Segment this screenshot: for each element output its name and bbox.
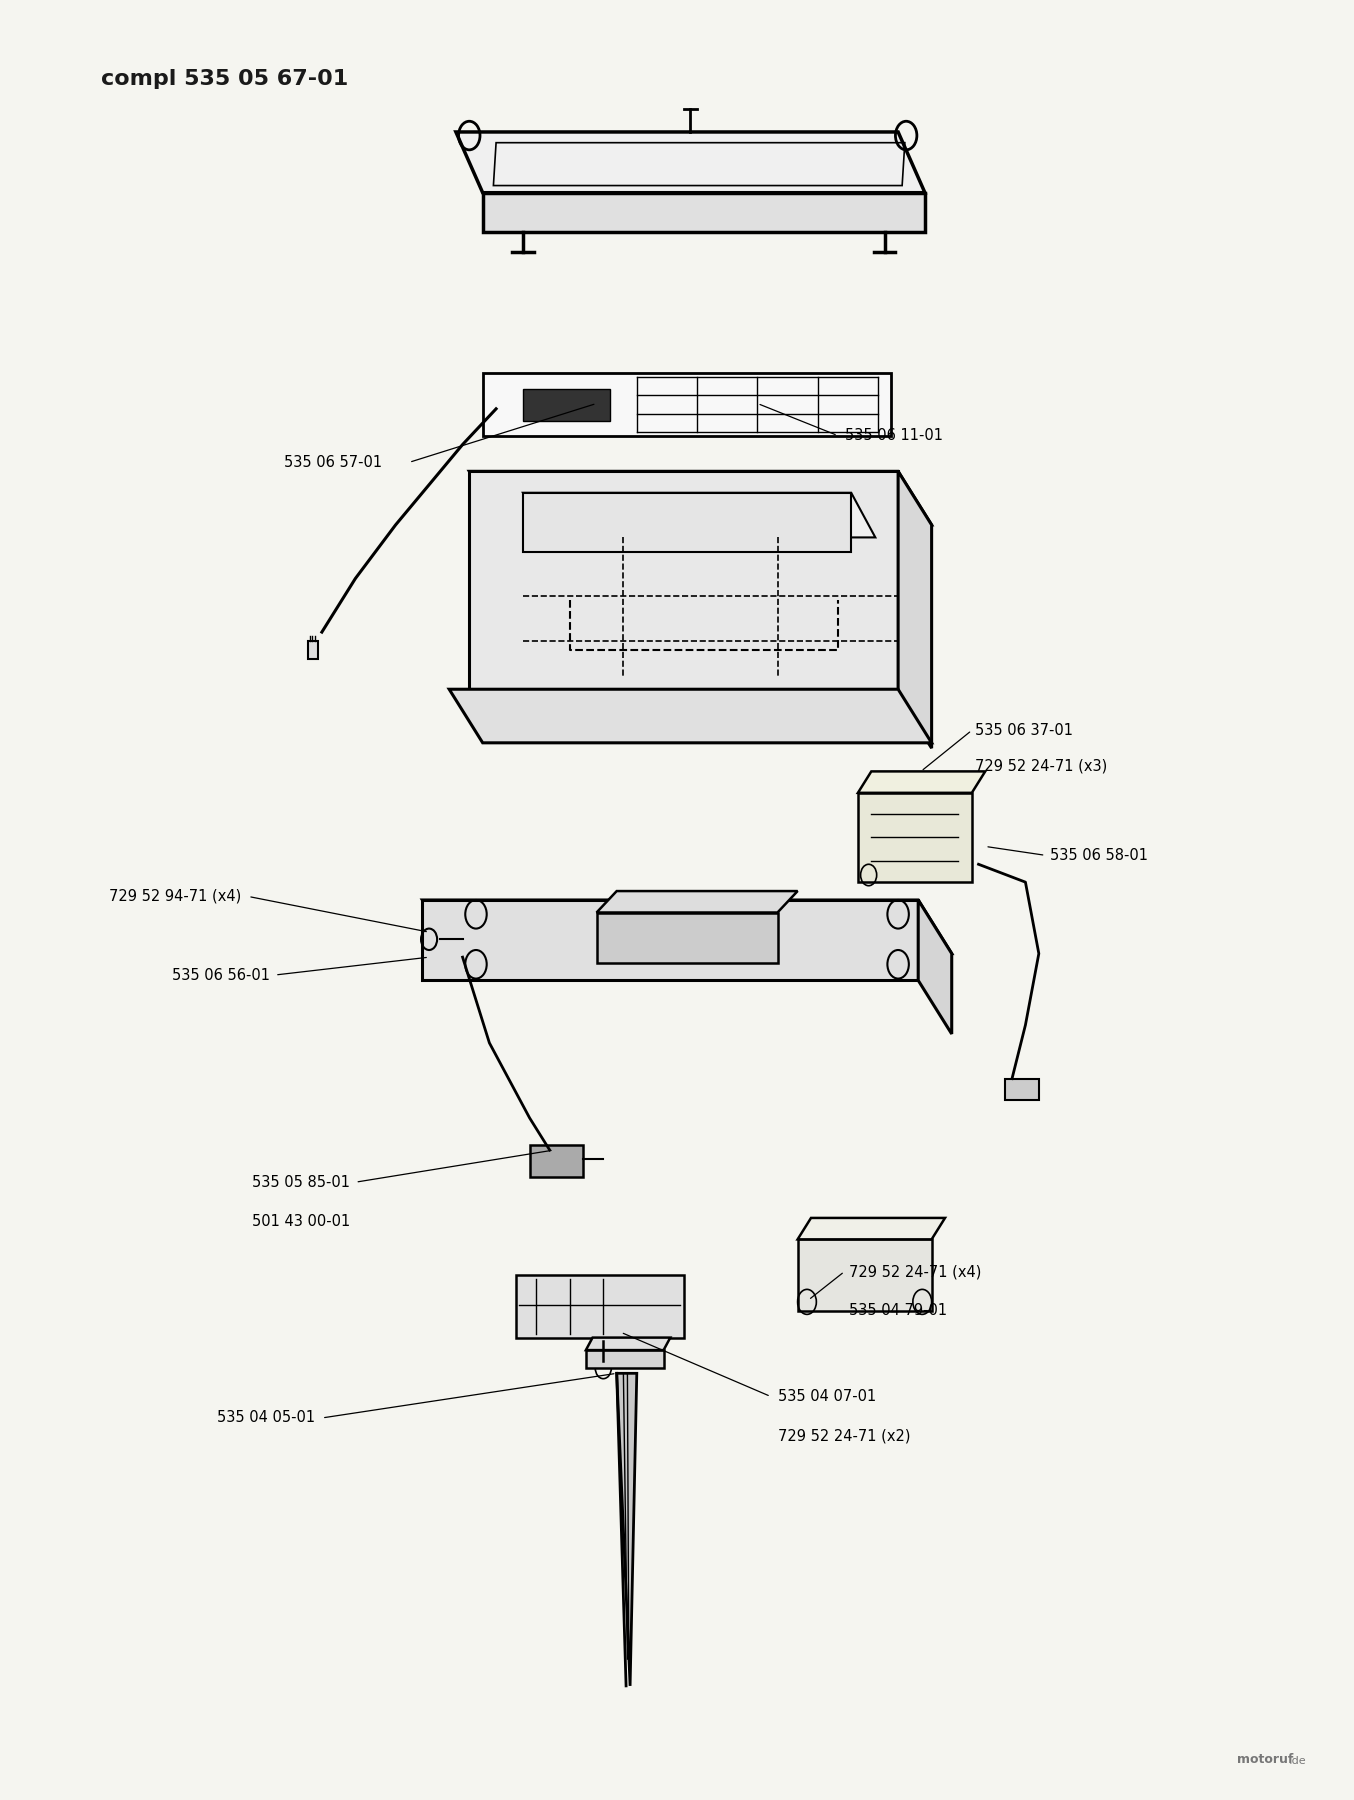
Text: 729 52 24-71 (x4): 729 52 24-71 (x4) [849, 1264, 980, 1280]
Text: compl 535 05 67-01: compl 535 05 67-01 [100, 70, 348, 90]
Polygon shape [616, 1373, 636, 1687]
Polygon shape [482, 373, 891, 436]
Polygon shape [470, 472, 898, 695]
Polygon shape [858, 772, 986, 792]
Polygon shape [456, 131, 925, 193]
Polygon shape [597, 913, 777, 963]
Polygon shape [529, 1145, 584, 1177]
Polygon shape [422, 900, 918, 981]
Text: 729 52 24-71 (x2): 729 52 24-71 (x2) [777, 1429, 910, 1444]
Polygon shape [858, 792, 972, 882]
Polygon shape [586, 1337, 670, 1350]
Polygon shape [586, 1350, 663, 1368]
FancyBboxPatch shape [523, 389, 611, 421]
Polygon shape [898, 472, 932, 749]
Polygon shape [309, 641, 318, 659]
Polygon shape [523, 493, 875, 538]
Text: 535 06 58-01: 535 06 58-01 [1049, 848, 1148, 862]
Polygon shape [798, 1240, 932, 1310]
Polygon shape [450, 689, 932, 743]
Text: 501 43 00-01: 501 43 00-01 [252, 1213, 351, 1229]
Text: 535 05 85-01: 535 05 85-01 [252, 1175, 351, 1190]
Polygon shape [482, 193, 925, 232]
Text: motoruf: motoruf [1238, 1753, 1293, 1766]
Text: 535 06 11-01: 535 06 11-01 [845, 428, 942, 443]
Polygon shape [798, 1219, 945, 1240]
Polygon shape [516, 1274, 684, 1337]
Polygon shape [523, 493, 852, 553]
Text: .de: .de [1289, 1757, 1307, 1766]
Polygon shape [422, 900, 952, 954]
Text: 535 06 37-01: 535 06 37-01 [975, 724, 1072, 738]
Text: 535 06 57-01: 535 06 57-01 [284, 455, 382, 470]
Text: 535 04 07-01: 535 04 07-01 [777, 1390, 876, 1404]
Text: 535 04 05-01: 535 04 05-01 [217, 1411, 315, 1426]
Text: 729 52 24-71 (x3): 729 52 24-71 (x3) [975, 758, 1106, 774]
Text: 729 52 94-71 (x4): 729 52 94-71 (x4) [110, 889, 241, 904]
Polygon shape [470, 472, 932, 526]
Text: 535 06 56-01: 535 06 56-01 [172, 968, 269, 983]
Text: 535 04 79-01: 535 04 79-01 [849, 1303, 946, 1318]
Polygon shape [1005, 1078, 1039, 1100]
Polygon shape [597, 891, 798, 913]
Polygon shape [918, 900, 952, 1033]
